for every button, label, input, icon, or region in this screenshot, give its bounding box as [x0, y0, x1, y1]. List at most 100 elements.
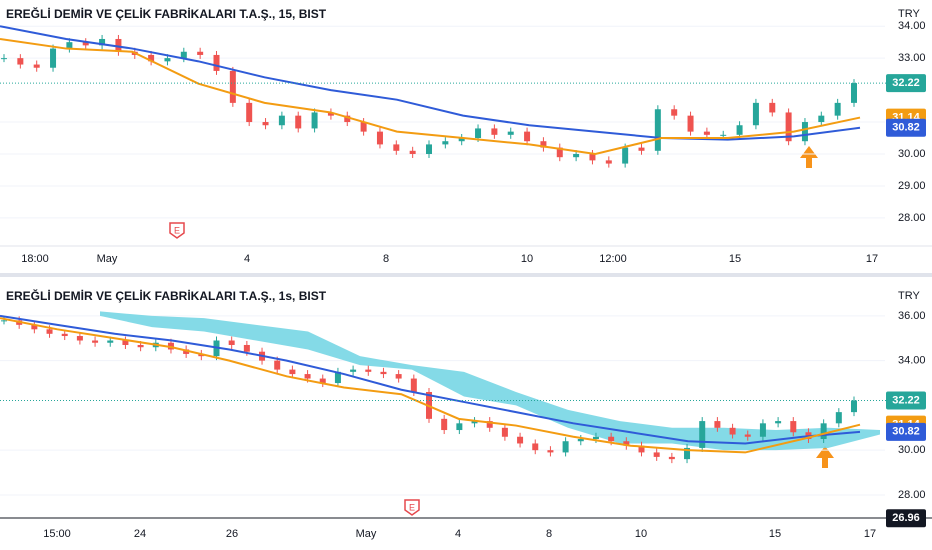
- candle: [410, 378, 417, 392]
- candle: [547, 450, 554, 453]
- candle: [115, 38, 122, 52]
- moving-average-line: [0, 25, 861, 141]
- x-tick-label: 8: [383, 253, 389, 265]
- y-tick-label: 28.00: [898, 212, 926, 224]
- candle: [471, 421, 478, 424]
- price-label: 26.96: [892, 512, 920, 524]
- candle: [262, 122, 269, 126]
- candle: [213, 54, 220, 71]
- earnings-marker[interactable]: E: [169, 222, 185, 239]
- candle: [344, 115, 351, 123]
- x-tick-label: 26: [226, 528, 238, 540]
- candle: [278, 115, 285, 126]
- candle: [122, 340, 129, 345]
- candle: [426, 144, 432, 154]
- candle: [76, 336, 83, 341]
- candle: [304, 374, 311, 379]
- candle: [229, 70, 236, 103]
- x-tick-label: 17: [864, 528, 876, 540]
- y-tick-label: 33.00: [898, 52, 926, 64]
- price-label: 32.22: [892, 394, 920, 406]
- price-label: 30.82: [892, 122, 920, 134]
- x-tick-label: 15: [729, 253, 741, 265]
- candle: [524, 131, 531, 142]
- moving-average-line: [0, 314, 861, 445]
- candle: [380, 371, 387, 375]
- candle: [744, 434, 751, 437]
- candle: [834, 102, 841, 116]
- candle: [703, 131, 710, 135]
- candle: [592, 436, 599, 439]
- candle: [729, 427, 736, 435]
- arrow-annotation: [800, 146, 818, 168]
- candle: [1, 58, 7, 60]
- y-tick-label: 36.00: [898, 310, 926, 322]
- chart-title: EREĞLİ DEMİR VE ÇELİK FABRİKALARI T.A.Ş.…: [6, 288, 327, 303]
- candle: [736, 125, 743, 135]
- candle: [699, 421, 706, 448]
- x-tick-label: May: [97, 253, 118, 265]
- candle: [562, 441, 569, 453]
- candle: [289, 369, 296, 375]
- candle: [851, 400, 857, 413]
- price-label: 32.22: [892, 77, 920, 89]
- candle: [360, 122, 367, 132]
- candle: [99, 38, 106, 46]
- x-tick-label: 18:00: [21, 253, 49, 265]
- x-tick-label: 15: [769, 528, 781, 540]
- candle: [687, 115, 694, 132]
- candle: [456, 423, 463, 431]
- candle: [365, 369, 372, 372]
- candle: [458, 138, 465, 142]
- candle: [107, 340, 114, 343]
- x-tick-label: 15:00: [43, 528, 71, 540]
- x-tick-label: 17: [866, 253, 878, 265]
- candle: [769, 102, 776, 113]
- candle: [311, 112, 318, 129]
- candle: [50, 48, 57, 68]
- candle: [180, 51, 187, 59]
- candle: [605, 160, 612, 164]
- earnings-marker[interactable]: E: [404, 499, 420, 516]
- y-tick-label: 29.00: [898, 180, 926, 192]
- x-tick-label: 10: [521, 253, 533, 265]
- candle: [684, 447, 691, 460]
- candle: [720, 134, 727, 136]
- candle: [589, 153, 596, 161]
- candle: [623, 441, 630, 446]
- candle: [164, 58, 171, 62]
- candle: [775, 421, 782, 424]
- candle: [319, 378, 326, 384]
- candle: [31, 324, 38, 330]
- x-tick-label: 12:00: [599, 253, 627, 265]
- candle: [1, 320, 7, 322]
- candle: [228, 340, 235, 345]
- price-label-box: [886, 422, 926, 441]
- price-label: 30.82: [892, 426, 920, 438]
- candle: [274, 360, 281, 370]
- candle: [851, 83, 857, 103]
- y-tick-label: 30.00: [898, 444, 926, 456]
- x-tick-label: 10: [635, 528, 647, 540]
- arrow-annotation: [816, 446, 834, 468]
- moving-average-line: [0, 317, 861, 454]
- candle: [137, 344, 144, 348]
- x-tick-label: 4: [455, 528, 461, 540]
- price-label-box: [886, 391, 926, 410]
- moving-average-line: [0, 37, 861, 156]
- x-tick-label: 4: [244, 253, 250, 265]
- candle: [334, 371, 341, 384]
- candle: [668, 456, 675, 460]
- currency-label: TRY: [898, 8, 920, 20]
- candle: [376, 131, 383, 145]
- candle: [17, 58, 24, 65]
- candle: [507, 131, 514, 135]
- svg-text:E: E: [409, 502, 415, 512]
- candle: [197, 51, 204, 55]
- candle: [532, 443, 539, 451]
- candle: [441, 418, 448, 431]
- candle: [801, 122, 808, 142]
- candle: [671, 109, 678, 116]
- x-tick-label: May: [356, 528, 377, 540]
